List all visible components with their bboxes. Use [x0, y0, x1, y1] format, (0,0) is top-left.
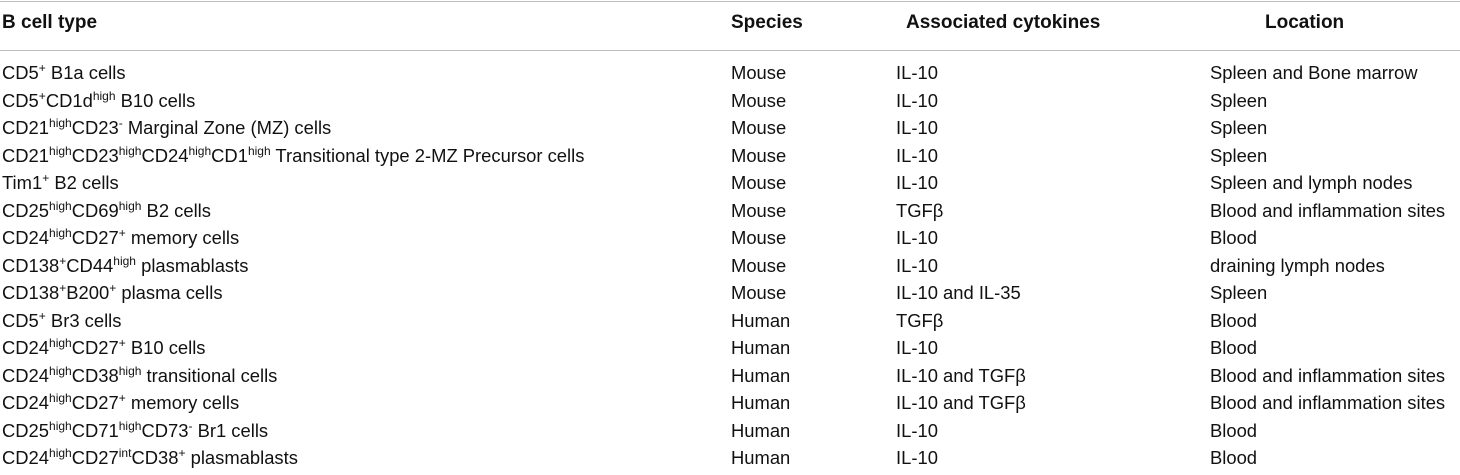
cell-location: Spleen — [1210, 282, 1268, 303]
cell-species: Mouse — [731, 117, 787, 138]
cell-associated-cytokines: IL-10 — [896, 62, 938, 83]
table-row: CD24highCD27intCD38+ plasmablasts Human IL… — [0, 447, 1460, 475]
table-body: CD5+ B1a cells Mouse IL-10 Spleen and Bone … — [0, 62, 1460, 475]
cell-associated-cytokines: IL-10 — [896, 419, 938, 441]
cell-associated-cytokines: IL-10 and IL-35 — [896, 282, 1021, 303]
table-row: CD24highCD27+ B10 cells Human IL-10 Blood — [0, 337, 1460, 365]
table-row: CD5+ B1a cells Mouse IL-10 Spleen and Bone … — [0, 62, 1460, 90]
cell-species: Mouse — [731, 89, 787, 111]
cell-b-cell-type: CD24highCD27+ B10 cells — [2, 336, 206, 358]
cell-associated-cytokines: IL-10 — [896, 227, 938, 248]
table-row: CD21highCD23highCD24highCD1high Transiti… — [0, 145, 1460, 173]
cell-location: Spleen — [1210, 144, 1268, 166]
header-rule — [0, 50, 1460, 51]
table-row: CD138+CD44high plasmablasts Mouse IL-10 dra… — [0, 255, 1460, 283]
table-row: CD5+CD1dhigh B10 cells Mouse IL-10 Spleen — [0, 90, 1460, 118]
cell-b-cell-type: Tim1+ B2 cells — [2, 171, 119, 193]
table-row: Tim1+ B2 cells Mouse IL-10 Spleen and lymph… — [0, 172, 1460, 200]
cell-associated-cytokines: IL-10 — [896, 447, 938, 468]
table-row: CD25highCD69high B2 cells Mouse TGFβ Blood … — [0, 200, 1460, 228]
cell-associated-cytokines: IL-10 — [896, 337, 938, 358]
cell-species: Mouse — [731, 199, 787, 221]
cell-species: Mouse — [731, 62, 787, 83]
cell-species: Human — [731, 419, 791, 441]
cell-location: Spleen and lymph nodes — [1210, 172, 1413, 193]
cell-b-cell-type: CD5+ Br3 cells — [2, 308, 122, 331]
header-species: Species — [731, 12, 803, 33]
table-row: CD24highCD38high transitional cells Human… — [0, 365, 1460, 393]
cell-location: Blood — [1210, 309, 1258, 331]
cell-b-cell-type: CD5+ B1a cells — [2, 61, 126, 83]
cell-location: Blood and inflammation sites — [1210, 392, 1446, 413]
cell-species: Human — [731, 392, 791, 413]
table-row: CD24highCD27+ memory cells Mouse IL-10 Bloo… — [0, 227, 1460, 255]
table-row: CD21highCD23- Marginal Zone (MZ) cells Mo… — [0, 117, 1460, 145]
cell-species: Mouse — [731, 282, 787, 303]
cell-location: Spleen and Bone marrow — [1210, 62, 1418, 83]
cell-associated-cytokines: TGFβ — [896, 199, 944, 221]
cell-b-cell-type: CD21highCD23- Marginal Zone (MZ) cells — [2, 116, 332, 138]
cell-location: Blood — [1210, 337, 1258, 358]
cell-b-cell-type: CD21highCD23highCD24highCD1high Transiti… — [2, 143, 585, 166]
cell-associated-cytokines: IL-10 — [896, 117, 938, 138]
cell-species: Human — [731, 364, 791, 386]
cell-location: Blood and inflammation sites — [1210, 199, 1446, 221]
cell-associated-cytokines: TGFβ — [896, 309, 944, 331]
cell-species: Human — [731, 447, 791, 468]
cell-b-cell-type: CD138+CD44high plasmablasts — [2, 253, 249, 276]
table-row: CD5+ Br3 cells Human TGFβ Blood — [0, 310, 1460, 338]
cell-location: Blood — [1210, 419, 1258, 441]
cell-b-cell-type: CD25highCD69high B2 cells — [2, 198, 211, 221]
cell-b-cell-type: CD138+B200+ plasma cells — [2, 281, 223, 303]
cell-species: Mouse — [731, 144, 787, 166]
cell-location: Blood and inflammation sites — [1210, 364, 1446, 386]
cell-species: Human — [731, 337, 791, 358]
cell-location: Blood — [1210, 447, 1258, 468]
cell-associated-cytokines: IL-10 — [896, 254, 938, 276]
cell-b-cell-type: CD25highCD71highCD73- Br1 cells — [2, 418, 269, 441]
cell-b-cell-type: CD24highCD27+ memory cells — [2, 391, 240, 413]
header-b-cell-type: B cell type — [2, 12, 98, 33]
cell-species: Mouse — [731, 227, 787, 248]
cell-b-cell-type: CD24highCD38high transitional cells — [2, 363, 278, 386]
table-row: CD25highCD71highCD73- Br1 cells Human IL-1… — [0, 420, 1460, 448]
cell-associated-cytokines: IL-10 — [896, 89, 938, 111]
cell-associated-cytokines: IL-10 and TGFβ — [896, 364, 1026, 386]
cell-species: Human — [731, 309, 791, 331]
cell-associated-cytokines: IL-10 — [896, 172, 938, 193]
table-row: CD138+B200+ plasma cells Mouse IL-10 and I… — [0, 282, 1460, 310]
table-row: CD24highCD27+ memory cells Human IL-10 and… — [0, 392, 1460, 420]
cell-b-cell-type: CD5+CD1dhigh B10 cells — [2, 88, 196, 111]
top-rule — [0, 1, 1460, 2]
cell-species: Mouse — [731, 172, 787, 193]
cell-location: draining lymph nodes — [1210, 254, 1385, 276]
header-location: Location — [1265, 12, 1345, 33]
cell-location: Spleen — [1210, 117, 1268, 138]
header-associated-cytokines: Associated cytokines — [906, 12, 1101, 33]
table-header: B cell type Species Associated cytokines… — [0, 12, 1460, 42]
cell-associated-cytokines: IL-10 — [896, 144, 938, 166]
cell-location: Spleen — [1210, 89, 1268, 111]
cell-location: Blood — [1210, 227, 1258, 248]
cell-species: Mouse — [731, 254, 787, 276]
cell-associated-cytokines: IL-10 and TGFβ — [896, 392, 1026, 413]
cell-b-cell-type: CD24highCD27+ memory cells — [2, 226, 240, 248]
cell-b-cell-type: CD24highCD27intCD38+ plasmablasts — [2, 446, 298, 468]
